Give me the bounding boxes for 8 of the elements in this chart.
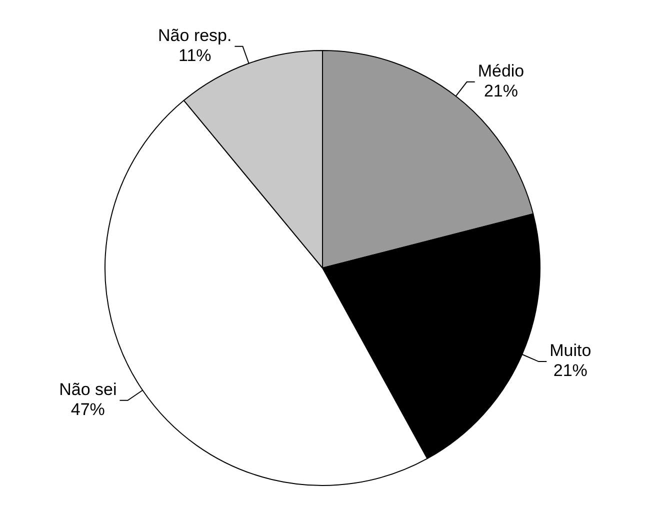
slice-label: Não sei: [59, 380, 117, 400]
slice-label: Não resp.: [158, 26, 232, 46]
data-label: 21%: [484, 82, 518, 101]
data-label: 47%: [70, 400, 105, 420]
slice-label: Médio: [478, 62, 524, 81]
slice-label: Muito: [550, 341, 592, 360]
data-label: 21%: [553, 361, 588, 380]
data-label: 11%: [178, 46, 212, 66]
